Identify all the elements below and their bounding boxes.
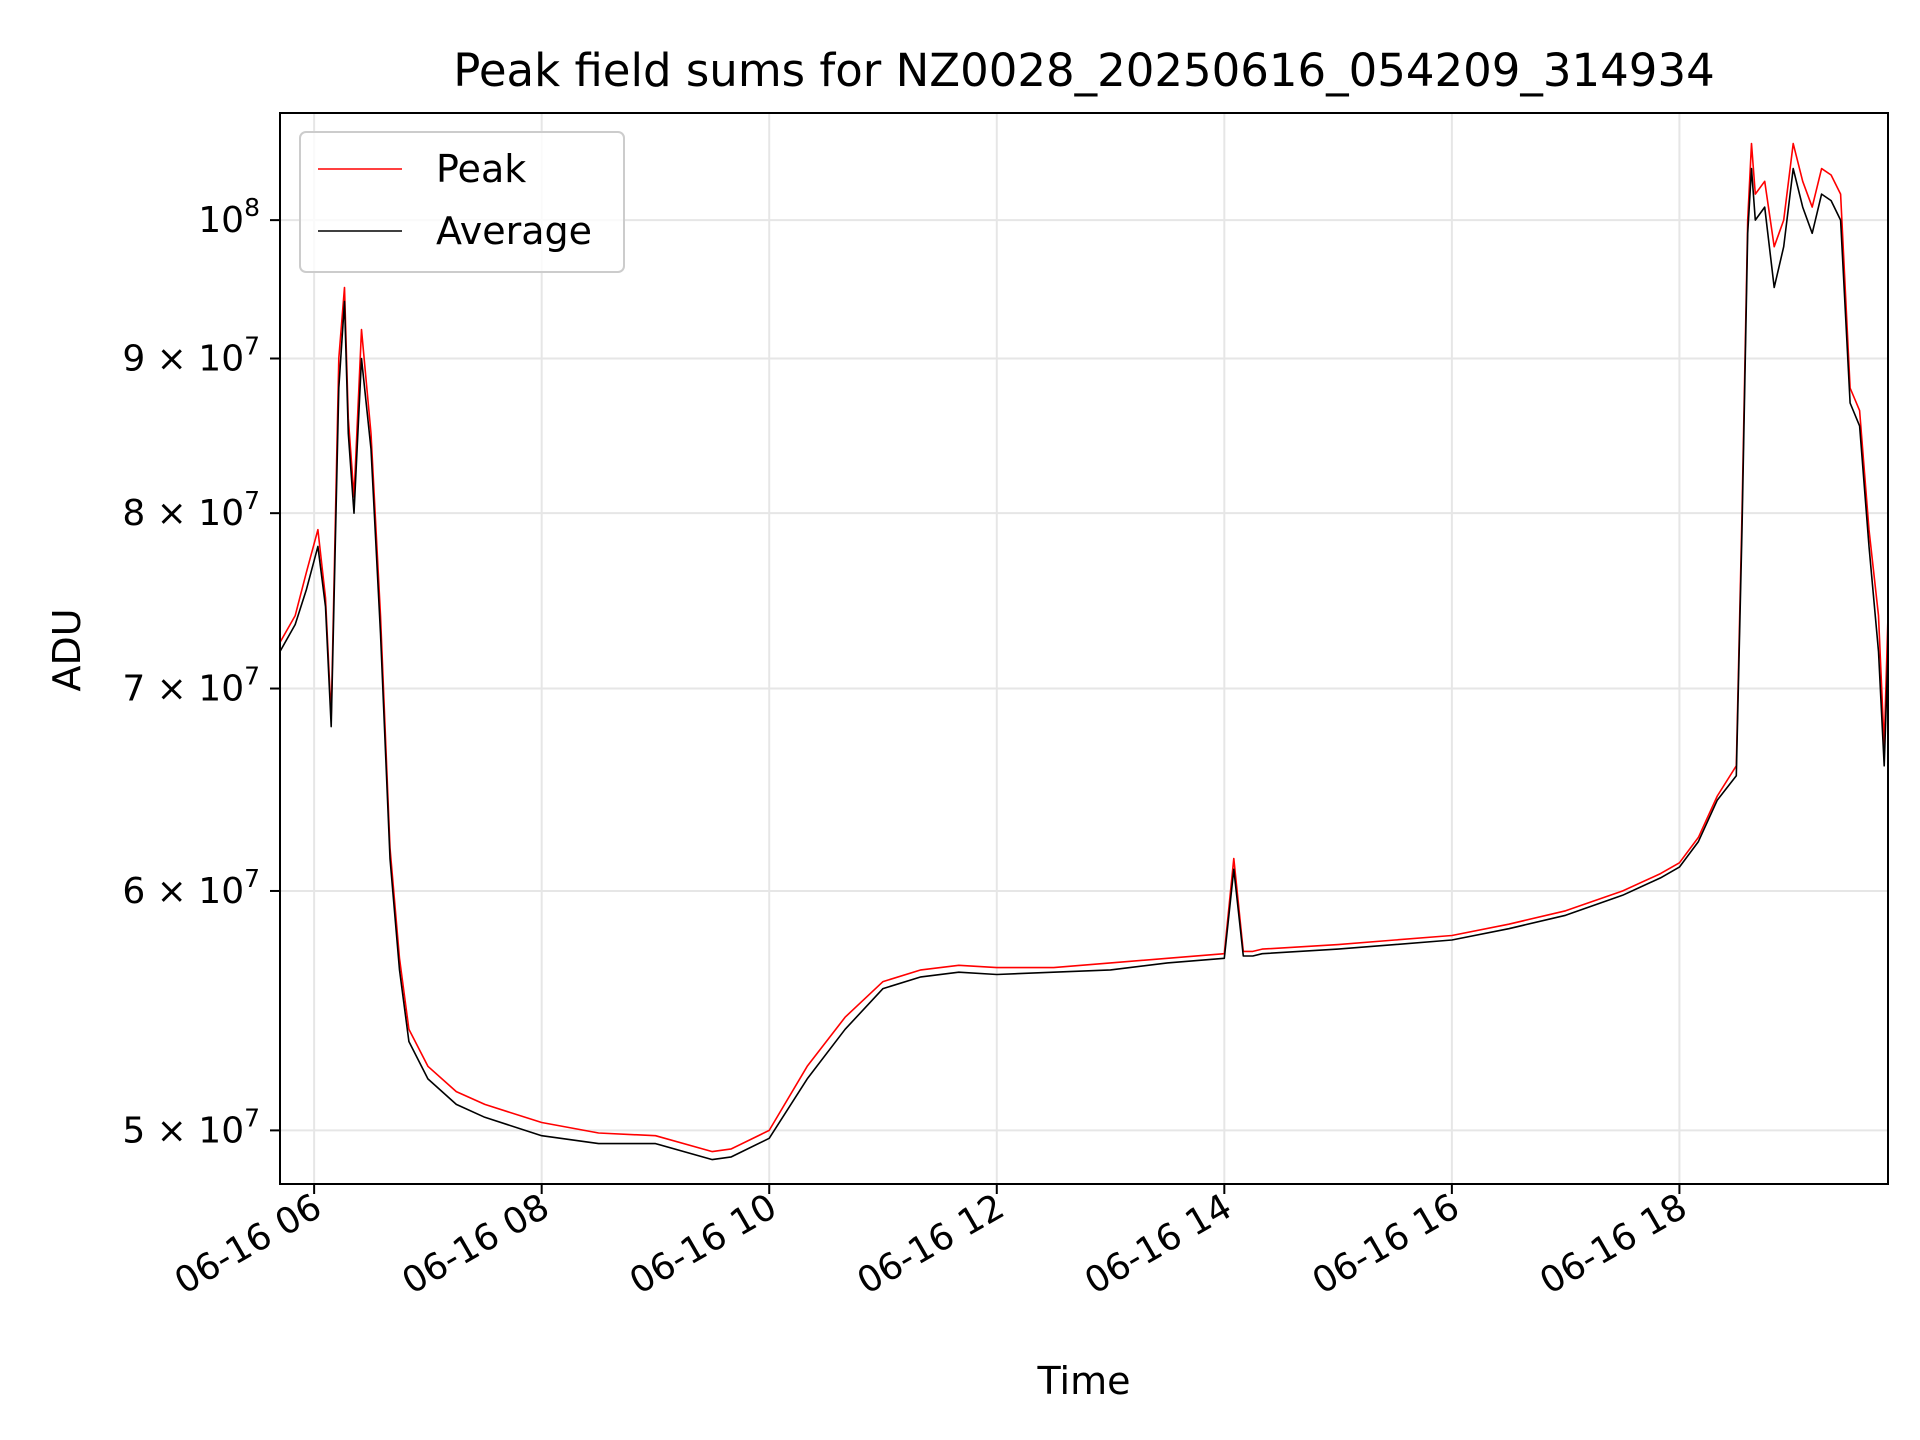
y-tick-label: 9 × 107 — [122, 331, 260, 379]
series-lines — [279, 142, 1889, 1161]
y-axis-label: ADU — [45, 608, 89, 691]
chart-title: Peak field sums for NZ0028_20250616_0542… — [453, 44, 1714, 97]
y-tick-label: 6 × 107 — [122, 864, 260, 912]
legend-frame — [299, 131, 625, 273]
legend: Peak Average — [299, 131, 625, 273]
y-tick-label: 7 × 107 — [122, 662, 260, 710]
x-axis-label: Time — [1037, 1359, 1131, 1403]
y-tick-label: 8 × 107 — [122, 486, 260, 534]
plot-frame — [279, 112, 1889, 1185]
legend-label-average: Average — [436, 209, 592, 253]
gridlines — [280, 113, 1888, 1184]
y-tick-label: 5 × 107 — [122, 1103, 260, 1151]
legend-label-peak: Peak — [436, 147, 526, 191]
series-line-average — [279, 167, 1889, 1161]
